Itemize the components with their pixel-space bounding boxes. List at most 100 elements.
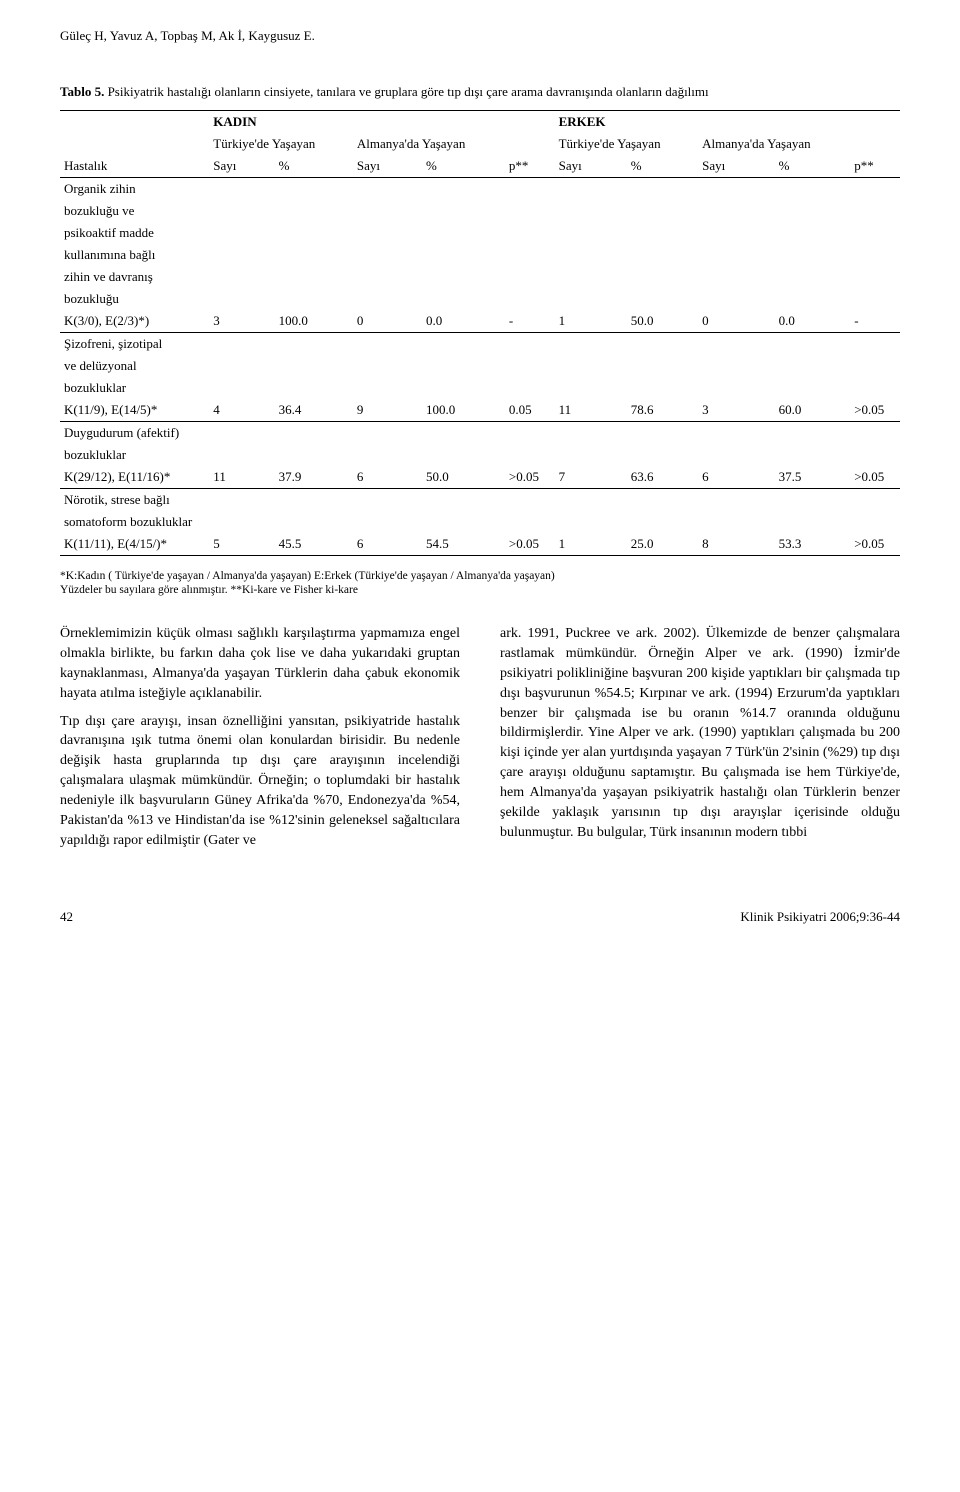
col-header: % xyxy=(775,155,851,178)
col-header: p** xyxy=(850,155,900,178)
cell: 53.3 xyxy=(775,533,851,556)
table-superheader-row: KADIN ERKEK xyxy=(60,111,900,134)
cell: 11 xyxy=(209,466,274,489)
data-table: KADIN ERKEK Türkiye'de Yaşayan Almanya'd… xyxy=(60,110,900,556)
cell: 0.05 xyxy=(505,399,555,422)
cell: - xyxy=(505,310,555,333)
col-header: Sayı xyxy=(555,155,627,178)
journal-ref: Klinik Psikiyatri 2006;9:36-44 xyxy=(740,909,900,925)
col-header: p** xyxy=(505,155,555,178)
table-groupheader-row: Türkiye'de Yaşayan Almanya'da Yaşayan Tü… xyxy=(60,133,900,155)
section-label: Nörotik, strese bağlı xyxy=(60,489,900,512)
group-header: Türkiye'de Yaşayan xyxy=(209,133,353,155)
table-row: K(11/11), E(4/15/)* 5 45.5 6 54.5 >0.05 … xyxy=(60,533,900,556)
row-label: K(11/9), E(14/5)* xyxy=(60,399,209,422)
cell: 0.0 xyxy=(775,310,851,333)
cell: 1 xyxy=(555,533,627,556)
section-label: somatoform bozukluklar xyxy=(60,511,900,533)
body-paragraph: Tıp dışı çare arayışı, insan öznelliğini… xyxy=(60,712,460,851)
table-row: bozukluğu xyxy=(60,288,900,310)
cell: 0 xyxy=(353,310,422,333)
cell: 36.4 xyxy=(275,399,353,422)
table-row: bozukluklar xyxy=(60,444,900,466)
cell: 11 xyxy=(555,399,627,422)
cell: 9 xyxy=(353,399,422,422)
cell: 7 xyxy=(555,466,627,489)
table-caption-text: Psikiyatrik hastalığı olanların cinsiyet… xyxy=(108,84,709,99)
col-header: Sayı xyxy=(209,155,274,178)
cell: >0.05 xyxy=(850,399,900,422)
col-header: % xyxy=(275,155,353,178)
cell: 6 xyxy=(353,533,422,556)
body-col-right: ark. 1991, Puckree ve ark. 2002). Ülkemi… xyxy=(500,624,900,859)
section-label: bozukluğu xyxy=(60,288,900,310)
col-header: % xyxy=(422,155,505,178)
cell: >0.05 xyxy=(505,533,555,556)
cell: 3 xyxy=(698,399,774,422)
table-row: bozukluğu ve xyxy=(60,200,900,222)
cell: 50.0 xyxy=(627,310,698,333)
group-header: Türkiye'de Yaşayan xyxy=(555,133,699,155)
table-row: psikoaktif madde xyxy=(60,222,900,244)
body-columns: Örneklemimizin küçük olması sağlıklı kar… xyxy=(60,624,900,859)
table-row: K(29/12), E(11/16)* 11 37.9 6 50.0 >0.05… xyxy=(60,466,900,489)
cell: 3 xyxy=(209,310,274,333)
row-label: K(29/12), E(11/16)* xyxy=(60,466,209,489)
cell: 100.0 xyxy=(422,399,505,422)
cell: 4 xyxy=(209,399,274,422)
cell: 78.6 xyxy=(627,399,698,422)
table-row: Şizofreni, şizotipal xyxy=(60,333,900,356)
cell: - xyxy=(850,310,900,333)
row-label: K(11/11), E(4/15/)* xyxy=(60,533,209,556)
col-header: % xyxy=(627,155,698,178)
superheader-erkek: ERKEK xyxy=(559,114,606,129)
table-row: Duygudurum (afektif) xyxy=(60,422,900,445)
section-label: Organik zihin xyxy=(60,178,900,201)
body-paragraph: ark. 1991, Puckree ve ark. 2002). Ülkemi… xyxy=(500,624,900,843)
col-header: Sayı xyxy=(698,155,774,178)
section-label: ve delüzyonal xyxy=(60,355,900,377)
col-header: Sayı xyxy=(353,155,422,178)
body-paragraph: Örneklemimizin küçük olması sağlıklı kar… xyxy=(60,624,460,704)
table-colheader-row: Hastalık Sayı % Sayı % p** Sayı % Sayı %… xyxy=(60,155,900,178)
cell: 37.5 xyxy=(775,466,851,489)
table-row: K(11/9), E(14/5)* 4 36.4 9 100.0 0.05 11… xyxy=(60,399,900,422)
body-col-left: Örneklemimizin küçük olması sağlıklı kar… xyxy=(60,624,460,859)
section-label: Şizofreni, şizotipal xyxy=(60,333,900,356)
cell: 60.0 xyxy=(775,399,851,422)
table-row: Organik zihin xyxy=(60,178,900,201)
page-number: 42 xyxy=(60,909,73,925)
section-label: psikoaktif madde xyxy=(60,222,900,244)
table-row: ve delüzyonal xyxy=(60,355,900,377)
cell: 0.0 xyxy=(422,310,505,333)
page-footer: 42 Klinik Psikiyatri 2006;9:36-44 xyxy=(60,909,900,925)
table-caption-label: Tablo 5. xyxy=(60,84,104,99)
running-head: Güleç H, Yavuz A, Topbaş M, Ak İ, Kaygus… xyxy=(60,28,900,44)
row-label: K(3/0), E(2/3)*) xyxy=(60,310,209,333)
table-row: zihin ve davranış xyxy=(60,266,900,288)
cell: 63.6 xyxy=(627,466,698,489)
cell: 50.0 xyxy=(422,466,505,489)
cell: 5 xyxy=(209,533,274,556)
cell: 0 xyxy=(698,310,774,333)
cell: >0.05 xyxy=(850,533,900,556)
table-row: somatoform bozukluklar xyxy=(60,511,900,533)
cell: 54.5 xyxy=(422,533,505,556)
section-label: bozukluklar xyxy=(60,444,900,466)
group-header: Almanya'da Yaşayan xyxy=(698,133,850,155)
cell: 100.0 xyxy=(275,310,353,333)
cell: 25.0 xyxy=(627,533,698,556)
page: Güleç H, Yavuz A, Topbaş M, Ak İ, Kaygus… xyxy=(0,0,960,953)
table-row: K(3/0), E(2/3)*) 3 100.0 0 0.0 - 1 50.0 … xyxy=(60,310,900,333)
section-label: bozukluğu ve xyxy=(60,200,900,222)
section-label: kullanımına bağlı xyxy=(60,244,900,266)
table-footnote: Yüzdeler bu sayılara göre alınmıştır. **… xyxy=(60,584,900,596)
table-row: bozukluklar xyxy=(60,377,900,399)
cell: >0.05 xyxy=(505,466,555,489)
cell: 6 xyxy=(698,466,774,489)
group-header: Almanya'da Yaşayan xyxy=(353,133,505,155)
table-caption: Tablo 5. Psikiyatrik hastalığı olanların… xyxy=(60,84,900,100)
cell: 8 xyxy=(698,533,774,556)
col-header: Hastalık xyxy=(60,155,209,178)
table-row: kullanımına bağlı xyxy=(60,244,900,266)
